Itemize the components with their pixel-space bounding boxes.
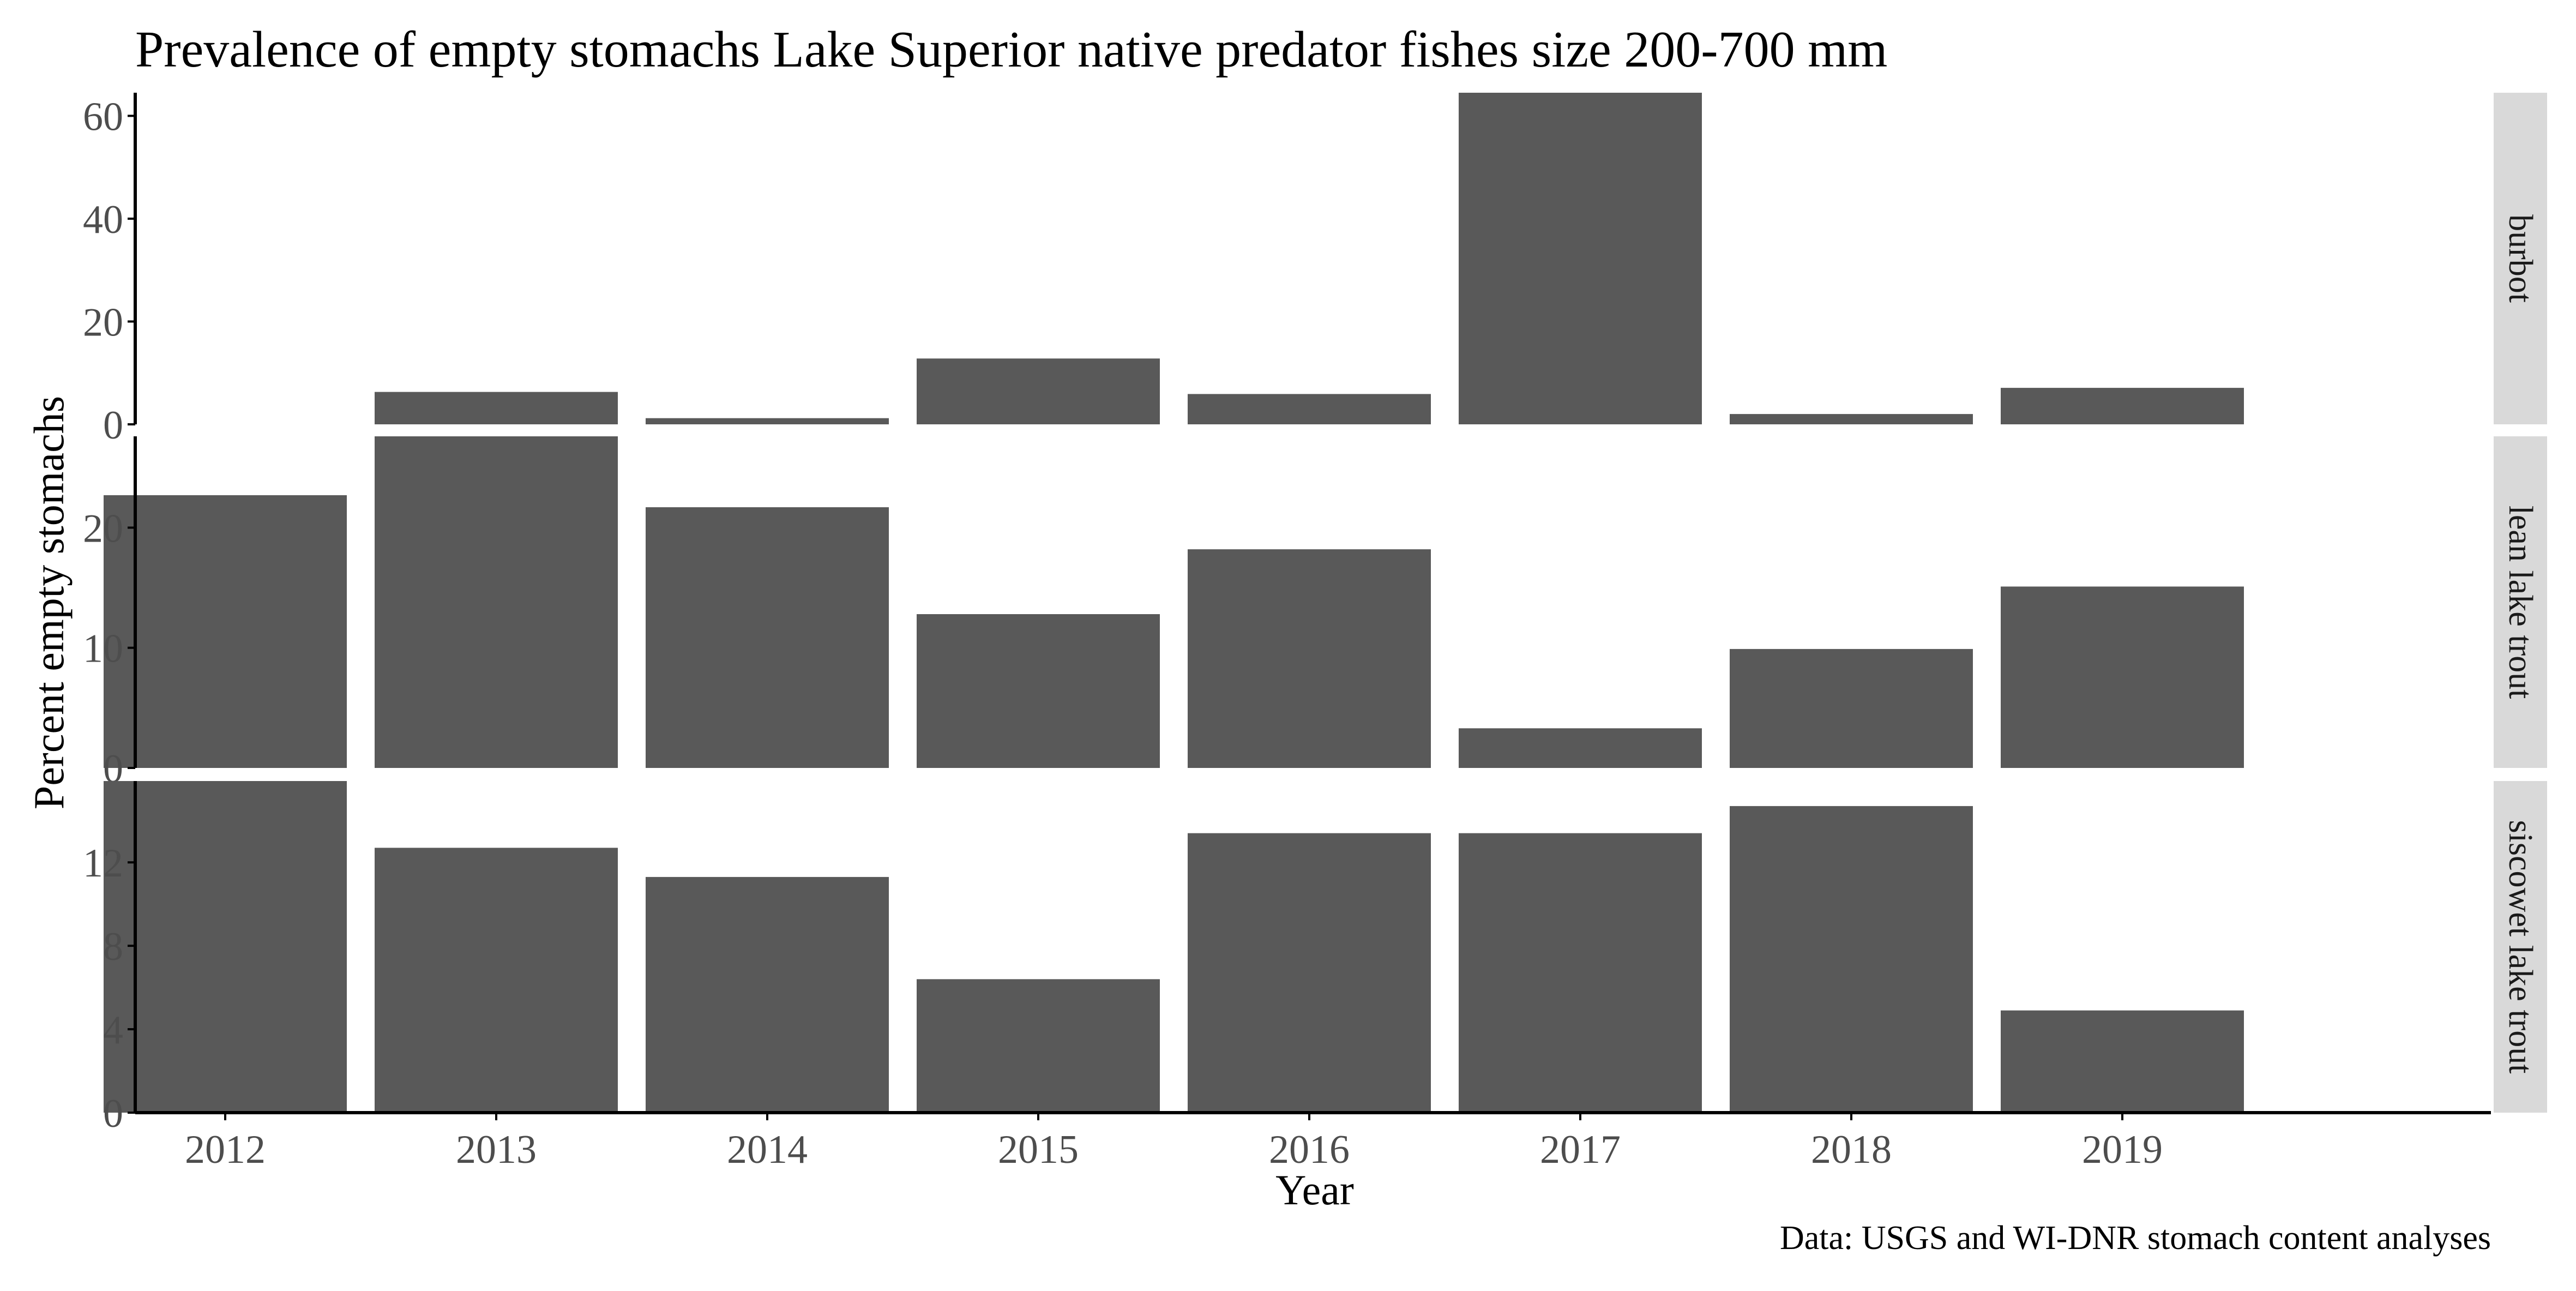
- y-tick-label: 60: [83, 94, 123, 139]
- y-tick-label: 12: [83, 841, 123, 886]
- bar-siscowet-lake-trout-2018: [1730, 806, 1973, 1113]
- bar-burbot-2013: [375, 392, 618, 424]
- chart-title: Prevalence of empty stomachs Lake Superi…: [135, 21, 1887, 78]
- bar-burbot-2016: [1188, 394, 1431, 424]
- x-axis: 2012 2013 2014 2015 2016 2017 2018 2019: [135, 1111, 2491, 1172]
- bar-siscowet-lake-trout-2016: [1188, 833, 1431, 1113]
- x-tick-label: 2013: [456, 1127, 537, 1172]
- bar-siscowet-lake-trout-2014: [646, 876, 889, 1113]
- x-tick-label: 2015: [998, 1127, 1079, 1172]
- y-tick-label: 40: [83, 197, 123, 242]
- bar-siscowet-lake-trout-2017: [1459, 833, 1702, 1113]
- facet-strip-label: lean lake trout: [2502, 506, 2539, 699]
- facet-strip-label: siscowet lake trout: [2502, 820, 2539, 1074]
- x-tick-label: 2012: [185, 1127, 266, 1172]
- bar-burbot-2019: [2001, 388, 2244, 424]
- bar-siscowet-lake-trout-2012: [104, 781, 347, 1113]
- x-axis-title: Year: [1275, 1166, 1354, 1214]
- bar-burbot-2017: [1459, 93, 1702, 424]
- x-tick-label: 2019: [2082, 1127, 2163, 1172]
- facet-strip-label: burbot: [2502, 214, 2539, 303]
- y-axis-title: Percent empty stomachs: [25, 396, 73, 809]
- facet-strip: [2494, 93, 2547, 424]
- bar-burbot-2014: [646, 418, 889, 424]
- facet-panel-3: 0 4 8 12 siscowet lake trout: [83, 781, 2547, 1136]
- bar-lean-lake-trout-2017: [1459, 728, 1702, 768]
- bar-burbot-2018: [1730, 414, 1973, 424]
- bar-siscowet-lake-trout-2019: [2001, 1010, 2244, 1113]
- chart-caption: Data: USGS and WI-DNR stomach content an…: [1780, 1220, 2491, 1257]
- bar-lean-lake-trout-2012: [104, 495, 347, 768]
- bar-siscowet-lake-trout-2015: [917, 979, 1160, 1113]
- y-tick-label: 8: [103, 924, 123, 969]
- bar-lean-lake-trout-2015: [917, 614, 1160, 768]
- bar-lean-lake-trout-2013: [375, 436, 618, 768]
- y-tick-label: 20: [83, 300, 123, 345]
- bar-burbot-2015: [917, 358, 1160, 424]
- bar-lean-lake-trout-2014: [646, 507, 889, 768]
- bar-lean-lake-trout-2018: [1730, 648, 1973, 768]
- y-tick-label: 0: [103, 403, 123, 448]
- x-tick-label: 2016: [1269, 1127, 1350, 1172]
- bar-lean-lake-trout-2019: [2001, 586, 2244, 768]
- x-tick-label: 2014: [727, 1127, 808, 1172]
- bar-siscowet-lake-trout-2013: [375, 848, 618, 1113]
- x-tick-label: 2018: [1811, 1127, 1892, 1172]
- facet-strip: [2494, 436, 2547, 768]
- x-tick-label: 2017: [1540, 1127, 1621, 1172]
- y-tick-label: 0: [103, 1091, 123, 1136]
- facet-strip: [2494, 781, 2547, 1113]
- bar-lean-lake-trout-2016: [1188, 549, 1431, 768]
- y-tick-label: 20: [83, 506, 123, 551]
- y-tick-label: 4: [103, 1008, 123, 1053]
- y-tick-label: 10: [83, 627, 123, 671]
- facet-panel-1: 0 20 40 60 burbot: [83, 93, 2547, 448]
